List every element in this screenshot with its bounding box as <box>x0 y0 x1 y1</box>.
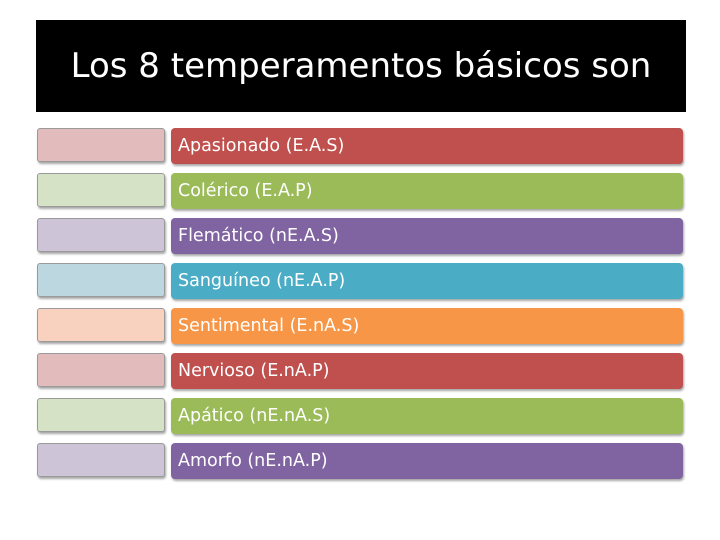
item-label: Amorfo (nE.nA.P) <box>178 451 328 471</box>
item-label: Colérico (E.A.P) <box>178 181 313 201</box>
item-swatch <box>37 398 165 432</box>
item-label: Apasionado (E.A.S) <box>178 136 345 156</box>
item-bar: Colérico (E.A.P) <box>171 173 683 209</box>
list-item: Apasionado (E.A.S) <box>37 128 683 164</box>
item-bar: Nervioso (E.nA.P) <box>171 353 683 389</box>
item-swatch <box>37 128 165 162</box>
list-item: Sanguíneo (nE.A.P) <box>37 263 683 299</box>
list-item: Apático (nE.nA.S) <box>37 398 683 434</box>
item-swatch <box>37 308 165 342</box>
slide-title: Los 8 temperamentos básicos son <box>70 46 652 86</box>
title-banner: Los 8 temperamentos básicos son <box>36 20 686 112</box>
item-bar: Sentimental (E.nA.S) <box>171 308 683 344</box>
item-label: Flemático (nE.A.S) <box>178 226 339 246</box>
list-item: Sentimental (E.nA.S) <box>37 308 683 344</box>
item-bar: Apasionado (E.A.S) <box>171 128 683 164</box>
item-label: Sanguíneo (nE.A.P) <box>178 271 346 291</box>
item-bar: Amorfo (nE.nA.P) <box>171 443 683 479</box>
item-swatch <box>37 218 165 252</box>
temperament-list: Apasionado (E.A.S) Colérico (E.A.P) Flem… <box>37 128 683 488</box>
item-swatch <box>37 443 165 477</box>
item-label: Apático (nE.nA.S) <box>178 406 331 426</box>
item-swatch <box>37 263 165 297</box>
item-label: Sentimental (E.nA.S) <box>178 316 360 336</box>
list-item: Flemático (nE.A.S) <box>37 218 683 254</box>
item-label: Nervioso (E.nA.P) <box>178 361 330 381</box>
item-swatch <box>37 173 165 207</box>
item-bar: Apático (nE.nA.S) <box>171 398 683 434</box>
list-item: Amorfo (nE.nA.P) <box>37 443 683 479</box>
list-item: Colérico (E.A.P) <box>37 173 683 209</box>
item-bar: Flemático (nE.A.S) <box>171 218 683 254</box>
item-bar: Sanguíneo (nE.A.P) <box>171 263 683 299</box>
item-swatch <box>37 353 165 387</box>
list-item: Nervioso (E.nA.P) <box>37 353 683 389</box>
